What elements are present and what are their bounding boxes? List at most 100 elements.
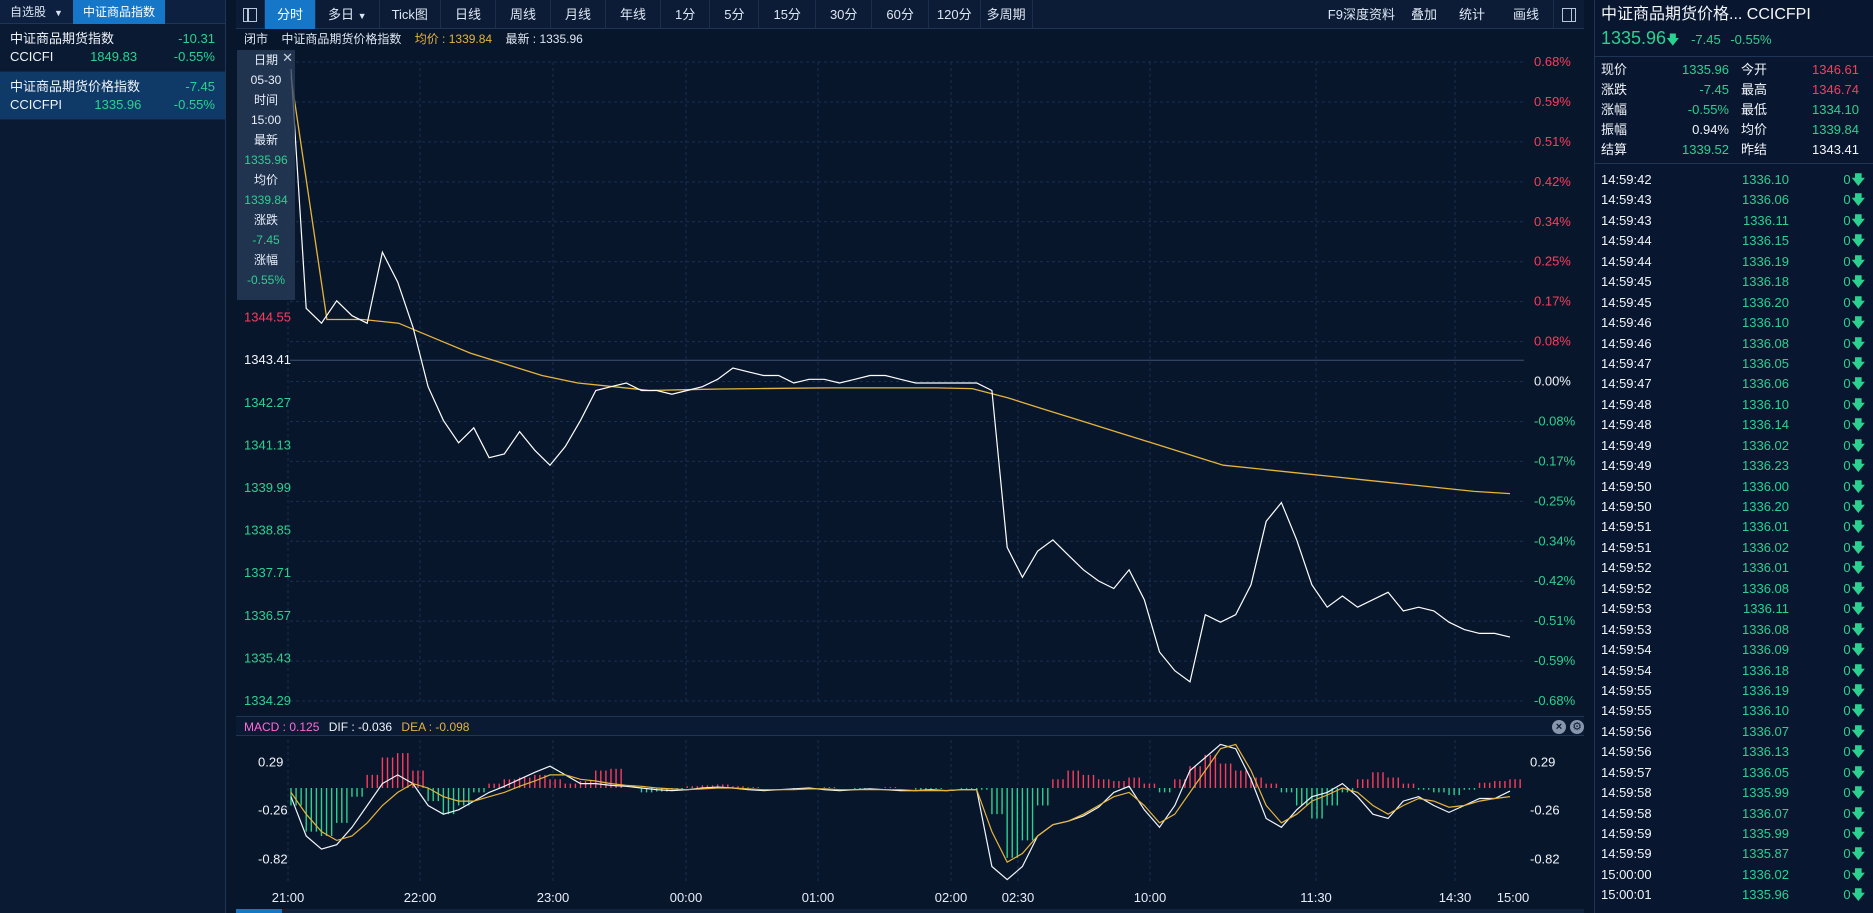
last-price-label: 最新 : 1335.96: [505, 32, 583, 46]
tick-volume-value: 0: [1843, 682, 1851, 698]
close-icon[interactable]: ✕: [282, 50, 293, 65]
tick-row: 14:59:59 1335.99 0🡇: [1595, 824, 1873, 844]
tick-volume: 0🡇: [1789, 517, 1867, 537]
tab-monthly[interactable]: 月线: [551, 0, 606, 29]
tab-multi-day-label: 多日: [328, 6, 355, 22]
tab-30min[interactable]: 30分: [816, 0, 873, 29]
tick-time: 14:59:44: [1601, 233, 1652, 249]
tick-time: 15:00:00: [1601, 866, 1652, 882]
down-arrow-icon: 🡇: [1851, 335, 1865, 351]
tick-time: 14:59:48: [1601, 396, 1652, 412]
down-arrow-icon: 🡇: [1666, 32, 1680, 47]
tick-volume-value: 0: [1843, 212, 1851, 228]
down-arrow-icon: 🡇: [1851, 805, 1865, 821]
down-arrow-icon: 🡇: [1851, 826, 1865, 841]
down-arrow-icon: 🡇: [1851, 539, 1865, 555]
tick-price: 1336.19: [1742, 682, 1789, 698]
tab-120min[interactable]: 120分: [929, 0, 981, 29]
tick-volume: 0🡇: [1789, 620, 1867, 640]
close-icon[interactable]: ×: [1552, 720, 1566, 734]
tick-price: 1336.10: [1742, 703, 1789, 719]
tick-price: 1336.06: [1742, 376, 1789, 392]
tick-volume: 0🡇: [1789, 334, 1867, 354]
tick-volume-value: 0: [1843, 458, 1851, 474]
tick-time: 14:59:53: [1601, 601, 1652, 617]
tick-time: 15:00:01: [1601, 887, 1652, 903]
overlay-button[interactable]: 叠加: [1410, 6, 1437, 22]
period-toolbar: 分时 多日 ▼ Tick图 日线 周线 月线 年线 1分 5分 15分 30分 …: [236, 0, 1584, 29]
tab-watchlist-label: 自选股: [10, 5, 47, 19]
index-item-ccicfi[interactable]: 中证商品期货指数 -10.31 CCICFI 1849.83 -0.55%: [0, 24, 225, 72]
quote-row: 涨幅 -0.55% 最低 1334.10: [1595, 100, 1873, 120]
tick-volume-value: 0: [1843, 274, 1851, 290]
market-status: 闭市: [244, 32, 269, 46]
tick-volume: 0🡇: [1789, 170, 1867, 190]
down-arrow-icon: 🡇: [1851, 294, 1865, 310]
scroll-thumb[interactable]: [236, 909, 282, 913]
y-tick-left: 1334.29: [244, 693, 291, 708]
tick-price: 1336.06: [1742, 192, 1789, 208]
y-tick-left: 1341.13: [244, 437, 291, 452]
index-name: 中证商品期货价格指数: [10, 79, 141, 94]
tip-date-value: 05-30: [250, 73, 282, 87]
tick-volume: 0🡇: [1789, 395, 1867, 415]
tab-yearly[interactable]: 年线: [606, 0, 661, 29]
tab-weekly[interactable]: 周线: [496, 0, 551, 29]
tick-volume-value: 0: [1843, 417, 1851, 433]
draw-line-button[interactable]: 画线: [1512, 6, 1539, 22]
tick-price: 1336.08: [1742, 335, 1789, 351]
tick-volume-value: 0: [1843, 662, 1851, 678]
price-line: [290, 69, 1511, 683]
tick-volume: 0🡇: [1789, 885, 1867, 905]
dif-value: DIF : -0.036: [328, 720, 393, 734]
tab-watchlist[interactable]: 自选股 ▼: [0, 0, 73, 24]
tick-time: 14:59:43: [1601, 192, 1652, 208]
right-panel-toggle-icon[interactable]: [1553, 0, 1584, 29]
tick-price: 1336.07: [1742, 805, 1789, 821]
tick-volume: 0🡇: [1789, 804, 1867, 824]
tick-time: 14:59:47: [1601, 376, 1652, 392]
left-panel-toggle-icon[interactable]: [236, 0, 265, 29]
avg-price-label: 均价 : 1339.84: [414, 32, 493, 46]
tick-volume: 0🡇: [1789, 824, 1867, 844]
tick-volume: 0🡇: [1789, 722, 1867, 742]
statistics-button[interactable]: 统计: [1458, 6, 1485, 22]
tick-volume-value: 0: [1843, 396, 1851, 412]
tick-time: 14:59:50: [1601, 478, 1652, 494]
tick-time: 14:59:56: [1601, 723, 1652, 739]
tip-avg-value: 1339.84: [244, 193, 288, 207]
tab-multi-day[interactable]: 多日 ▼: [316, 0, 380, 29]
tick-volume: 0🡇: [1789, 497, 1867, 517]
tick-time: 14:59:54: [1601, 662, 1652, 678]
y-tick-right: -0.34%: [1534, 533, 1576, 548]
tab-15min[interactable]: 15分: [759, 0, 816, 29]
tab-60min[interactable]: 60分: [872, 0, 929, 29]
tick-row: 15:00:01 1335.96 0🡇: [1595, 885, 1873, 905]
tab-multi-period[interactable]: 多周期: [981, 0, 1033, 29]
down-arrow-icon: 🡇: [1851, 703, 1865, 719]
tick-time: 14:59:46: [1601, 335, 1652, 351]
tick-time: 14:59:56: [1601, 744, 1652, 760]
tab-5min[interactable]: 5分: [710, 0, 760, 29]
tick-time: 14:59:46: [1601, 315, 1652, 331]
dea-value: DEA : -0.098: [401, 720, 470, 734]
tab-csi-commodity[interactable]: 中证商品指数: [72, 0, 165, 24]
tab-daily[interactable]: 日线: [441, 0, 496, 29]
tab-timeshare[interactable]: 分时: [265, 0, 317, 29]
tick-row: 15:00:00 1336.02 0🡇: [1595, 865, 1873, 885]
bottom-scroll-strip[interactable]: [236, 909, 1584, 913]
index-item-ccicfpi[interactable]: 中证商品期货价格指数 -7.45 CCICFPI 1335.96 -0.55%: [0, 72, 225, 120]
tick-volume-value: 0: [1843, 887, 1851, 903]
index-code: CCICFI: [10, 49, 54, 64]
f9-deep-data-button[interactable]: F9深度资料: [1327, 6, 1395, 22]
tip-pct-value: -0.55%: [246, 273, 286, 287]
tip-pct-label: 涨幅: [253, 253, 278, 267]
intraday-chart[interactable]: 1344.55 1343.41 1342.27 1341.13 1339.99 1338.…: [236, 50, 1584, 888]
down-arrow-icon: 🡇: [1851, 396, 1865, 412]
tab-1min[interactable]: 1分: [661, 0, 711, 29]
tab-tick[interactable]: Tick图: [380, 0, 441, 29]
tick-volume-value: 0: [1843, 826, 1851, 841]
tick-price: 1335.87: [1742, 846, 1789, 862]
settings-gear-icon[interactable]: ⚙: [1570, 720, 1584, 734]
tick-row: 14:59:48 1336.10 0🡇: [1595, 395, 1873, 415]
